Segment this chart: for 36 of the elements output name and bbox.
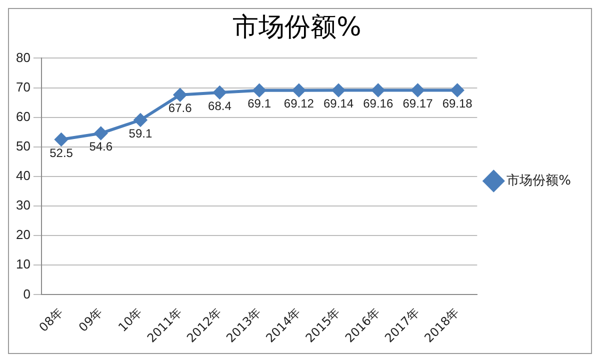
y-tick-label: 70 — [16, 79, 30, 94]
point — [372, 84, 385, 97]
point — [134, 113, 147, 126]
data-label: 59.1 — [128, 126, 152, 140]
y-tick-label: 40 — [16, 168, 30, 184]
point — [450, 84, 464, 97]
point — [54, 133, 68, 146]
data-label: 69.17 — [402, 96, 434, 111]
y-tick-label: 20 — [16, 227, 30, 242]
y-tick-label: 80 — [16, 50, 30, 65]
data-label: 52.5 — [50, 146, 74, 160]
data-label: 67.6 — [168, 101, 192, 116]
point — [411, 84, 424, 97]
data-label: 54.6 — [89, 140, 113, 154]
point — [252, 84, 266, 97]
x-tick-label: 08年 — [36, 305, 66, 334]
point — [94, 126, 108, 140]
y-tick-label: 10 — [16, 256, 30, 272]
data-label: 69.14 — [324, 96, 354, 111]
chart-title: 市场份额% — [232, 12, 362, 42]
point — [174, 88, 187, 102]
data-label: 69.18 — [442, 96, 473, 111]
y-tick-label: 30 — [16, 198, 30, 213]
data-label: 69.12 — [284, 96, 314, 111]
point — [332, 84, 346, 97]
x-tick-label: 10年 — [116, 305, 145, 334]
x-tick-label: 09年 — [76, 305, 106, 334]
data-label: 69.1 — [248, 96, 272, 111]
legend-label: 市场份额% — [506, 173, 572, 188]
data-label: 68.4 — [208, 98, 232, 113]
y-tick-label: 60 — [16, 108, 30, 124]
point — [213, 86, 226, 99]
point — [292, 84, 306, 97]
y-tick-label: 50 — [16, 138, 30, 154]
y-tick-label: 0 — [23, 286, 30, 302]
data-label: 69.16 — [363, 96, 394, 111]
